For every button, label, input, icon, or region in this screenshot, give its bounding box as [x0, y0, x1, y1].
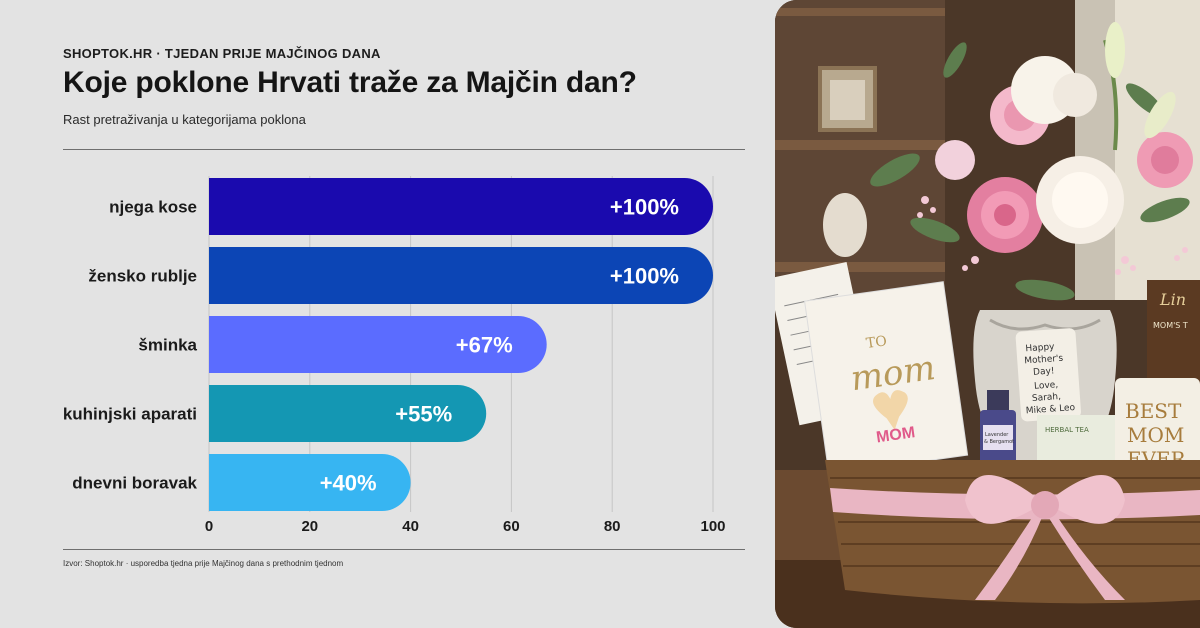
- bar-2: [209, 316, 547, 373]
- bar-3: [209, 385, 487, 442]
- category-label-3: kuhinjski aparati: [63, 405, 197, 424]
- value-label-0: +100%: [610, 195, 679, 220]
- bar-chart: njega kose +100% žensko rublje +100% šminka +…: [63, 176, 726, 535]
- heart-text: MOM: [875, 424, 916, 446]
- top-divider: [63, 149, 745, 150]
- chart-title: Koje poklone Hrvati traže za Majčin dan?: [63, 66, 637, 99]
- bar-1: [209, 247, 713, 304]
- source-note: Izvor: Shoptok.hr · usporedba tjedna pri…: [63, 559, 344, 568]
- source-kicker: SHOPTOK.HR · TJEDAN PRIJE MAJČINOG DANA: [63, 46, 381, 61]
- category-label-1: žensko rublje: [88, 267, 197, 286]
- value-label-2: +67%: [456, 333, 513, 358]
- svg-text:Lavender & Bergamot: Lavender & Bergamot: [984, 432, 1014, 445]
- chart-subtitle: Rast pretraživanja u kategorijama poklon…: [63, 112, 306, 127]
- bottom-divider: [63, 549, 745, 550]
- bar-0: [209, 178, 713, 235]
- x-tick-label-80: 80: [604, 518, 621, 535]
- tea-text: HERBAL TEA: [1045, 426, 1089, 434]
- svg-text:MOM'S T: MOM'S T: [1153, 321, 1188, 330]
- category-label-2: šminka: [138, 336, 197, 355]
- category-label-4: dnevni boravak: [72, 474, 197, 493]
- gift-basket-photo: TO mom MOM Happy Mother's Day! Love, Sar…: [775, 0, 1200, 628]
- card-text: TO: [865, 333, 888, 352]
- svg-text:Lin: Lin: [1159, 290, 1186, 309]
- value-label-4: +40%: [320, 471, 377, 496]
- x-tick-label-40: 40: [402, 518, 419, 535]
- chart-panel: SHOPTOK.HR · TJEDAN PRIJE MAJČINOG DANA …: [62, 46, 745, 568]
- bar-4: [209, 454, 411, 511]
- value-label-1: +100%: [610, 264, 679, 289]
- svg-text:Happy Mother's: Happy Mother's Day! Love, Sarah, Mike & …: [1021, 341, 1076, 416]
- x-tick-label-60: 60: [503, 518, 520, 535]
- category-label-0: njega kose: [109, 198, 197, 217]
- x-tick-label-0: 0: [205, 518, 213, 535]
- x-tick-label-20: 20: [301, 518, 318, 535]
- value-label-3: +55%: [395, 402, 452, 427]
- x-tick-label-100: 100: [700, 518, 725, 535]
